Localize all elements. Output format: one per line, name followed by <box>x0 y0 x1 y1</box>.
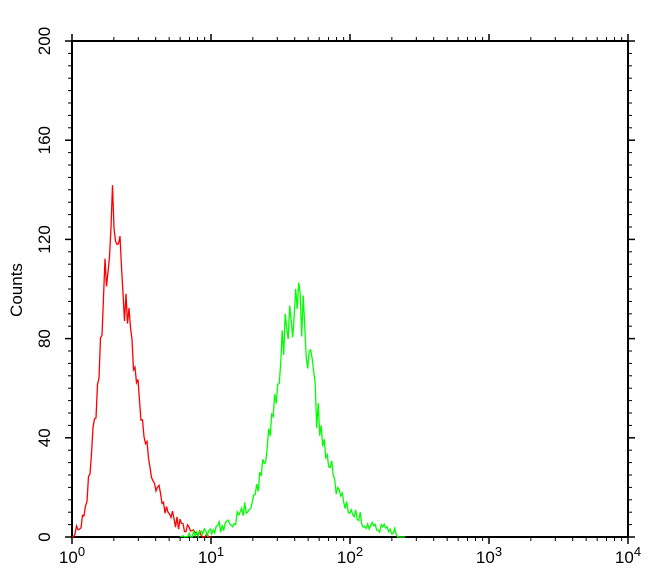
x-tick-label: 101 <box>198 544 224 567</box>
y-tick-label: 80 <box>35 329 54 348</box>
histogram-series-2 <box>179 282 406 540</box>
y-tick-label: 40 <box>35 428 54 447</box>
series-layer <box>71 185 406 540</box>
y-tick-label: 200 <box>35 27 54 55</box>
histogram-series-1 <box>71 185 211 538</box>
tick-labels: 100 101 102 103 104 0 40 80 120 160 200 <box>35 27 641 567</box>
x-tick-label: 102 <box>337 544 363 567</box>
y-tick-label: 120 <box>35 225 54 253</box>
x-tick-label: 103 <box>476 544 502 567</box>
x-tick-label: 104 <box>615 544 641 567</box>
y-tick-label: 0 <box>35 532 54 541</box>
axis-ticks <box>65 34 635 544</box>
y-axis-label: Counts <box>7 263 26 317</box>
plot-frame <box>71 40 629 538</box>
x-tick-label: 100 <box>59 544 85 567</box>
y-tick-label: 160 <box>35 126 54 154</box>
